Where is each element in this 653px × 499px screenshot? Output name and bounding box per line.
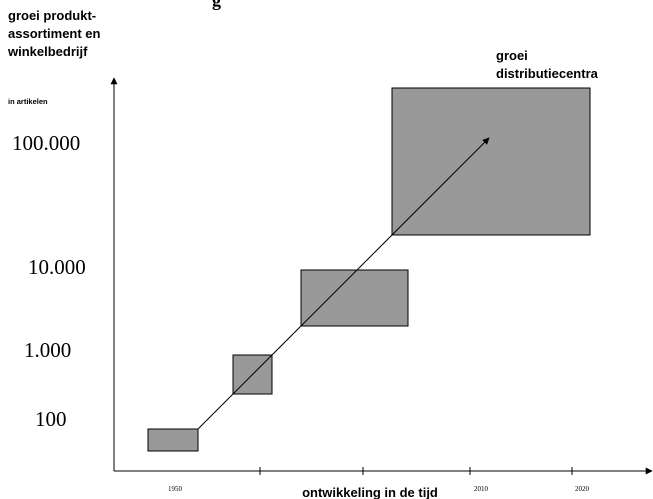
x-axis-title: ontwikkeling in de tijd (302, 485, 438, 499)
growth-box-1 (147, 428, 199, 452)
y-axis-title-line-2: assortiment en (8, 26, 101, 41)
growth-box-3 (300, 269, 409, 327)
x-tick-2010: 2010 (474, 485, 489, 493)
arrow-label-line-1: groei (496, 48, 528, 63)
growth-box-4 (391, 87, 591, 236)
arrow-label-line-2: distributiecentra (496, 66, 599, 81)
y-axis-title-line-3: winkelbedrijf (7, 44, 88, 59)
y-axis-unit-label: in artikelen (8, 97, 48, 106)
y-tick-100000: 100.000 (12, 131, 80, 155)
cropped-title-fragment: g (212, 0, 221, 10)
growth-arrow (197, 137, 490, 430)
y-tick-10000: 10.000 (28, 255, 86, 279)
x-tick-1950: 1950 (168, 485, 183, 493)
y-axis-title-line-1: groei produkt- (8, 8, 96, 23)
y-tick-1000: 1.000 (24, 338, 71, 362)
y-tick-100: 100 (35, 407, 67, 431)
x-tick-2020: 2020 (575, 485, 590, 493)
